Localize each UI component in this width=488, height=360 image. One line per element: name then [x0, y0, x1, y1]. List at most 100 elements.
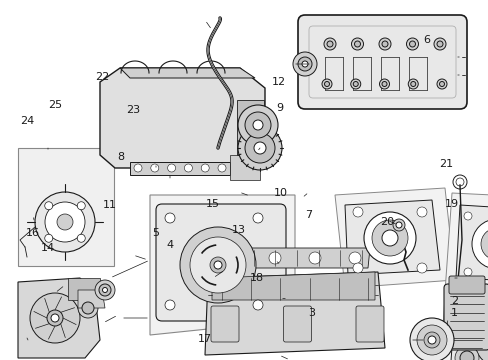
Polygon shape [455, 205, 488, 282]
Polygon shape [457, 310, 488, 330]
Circle shape [252, 213, 263, 223]
Circle shape [95, 280, 115, 300]
Circle shape [480, 228, 488, 260]
Circle shape [238, 126, 282, 170]
Text: 23: 23 [126, 105, 140, 115]
Polygon shape [120, 68, 254, 78]
Polygon shape [68, 278, 100, 300]
Circle shape [381, 230, 397, 246]
Circle shape [416, 207, 426, 217]
Circle shape [201, 164, 209, 172]
Circle shape [433, 38, 445, 50]
Circle shape [308, 252, 320, 264]
Circle shape [244, 133, 274, 163]
Polygon shape [345, 200, 439, 275]
Circle shape [381, 41, 387, 47]
Text: 20: 20 [380, 217, 393, 228]
Text: 22: 22 [95, 72, 110, 82]
Circle shape [352, 207, 362, 217]
FancyBboxPatch shape [297, 15, 466, 109]
Polygon shape [444, 193, 488, 298]
Circle shape [410, 81, 415, 86]
Circle shape [348, 252, 360, 264]
Circle shape [406, 38, 418, 50]
Text: 12: 12 [271, 77, 285, 87]
Text: 19: 19 [445, 199, 458, 210]
Circle shape [381, 81, 386, 86]
Bar [18, 148, 114, 266]
Circle shape [164, 213, 175, 223]
Polygon shape [220, 248, 369, 268]
Polygon shape [78, 290, 105, 308]
Polygon shape [439, 295, 488, 360]
Circle shape [184, 164, 192, 172]
FancyBboxPatch shape [156, 204, 285, 321]
Circle shape [392, 219, 404, 231]
Circle shape [44, 202, 53, 210]
Circle shape [409, 318, 453, 360]
Text: 21: 21 [438, 159, 452, 169]
Circle shape [302, 61, 307, 67]
Circle shape [134, 164, 142, 172]
Circle shape [45, 202, 85, 242]
Circle shape [252, 120, 263, 130]
Circle shape [363, 212, 415, 264]
Polygon shape [334, 188, 454, 288]
Circle shape [463, 268, 471, 276]
Circle shape [77, 202, 85, 210]
Circle shape [167, 164, 175, 172]
FancyBboxPatch shape [448, 276, 484, 294]
Circle shape [190, 237, 245, 293]
Text: 14: 14 [41, 243, 55, 253]
Circle shape [252, 300, 263, 310]
Text: 5: 5 [152, 228, 159, 238]
FancyBboxPatch shape [283, 306, 311, 342]
Circle shape [439, 81, 444, 86]
Circle shape [238, 105, 278, 145]
Circle shape [228, 252, 241, 264]
Circle shape [436, 79, 446, 89]
Circle shape [416, 325, 446, 355]
Circle shape [454, 346, 478, 360]
Polygon shape [18, 278, 100, 358]
Circle shape [324, 81, 329, 86]
Circle shape [82, 302, 94, 314]
Text: 6: 6 [422, 35, 429, 45]
Text: 1: 1 [450, 308, 457, 318]
Circle shape [471, 219, 488, 269]
Circle shape [150, 164, 159, 172]
Circle shape [78, 298, 98, 318]
Polygon shape [212, 272, 374, 300]
Circle shape [99, 284, 111, 296]
Circle shape [214, 261, 222, 269]
Circle shape [164, 300, 175, 310]
Text: 3: 3 [308, 308, 315, 318]
Text: 8: 8 [118, 152, 124, 162]
Circle shape [44, 234, 53, 242]
Circle shape [474, 317, 488, 360]
Circle shape [395, 222, 401, 228]
Circle shape [321, 79, 331, 89]
Text: 7: 7 [305, 210, 312, 220]
Text: 2: 2 [450, 296, 457, 306]
Circle shape [209, 257, 225, 273]
Circle shape [436, 41, 442, 47]
Polygon shape [449, 305, 488, 360]
Circle shape [77, 234, 85, 242]
Circle shape [350, 79, 360, 89]
Text: 11: 11 [103, 200, 117, 210]
Circle shape [352, 263, 362, 273]
FancyBboxPatch shape [210, 306, 239, 342]
Circle shape [326, 41, 332, 47]
Text: 25: 25 [48, 100, 61, 110]
Circle shape [57, 214, 73, 230]
Text: 16: 16 [26, 228, 40, 238]
FancyBboxPatch shape [443, 284, 488, 350]
Circle shape [351, 38, 363, 50]
Circle shape [408, 41, 415, 47]
Text: 17: 17 [198, 334, 212, 344]
Text: 18: 18 [249, 273, 263, 283]
Text: 10: 10 [274, 188, 287, 198]
Circle shape [416, 263, 426, 273]
Polygon shape [130, 162, 229, 175]
